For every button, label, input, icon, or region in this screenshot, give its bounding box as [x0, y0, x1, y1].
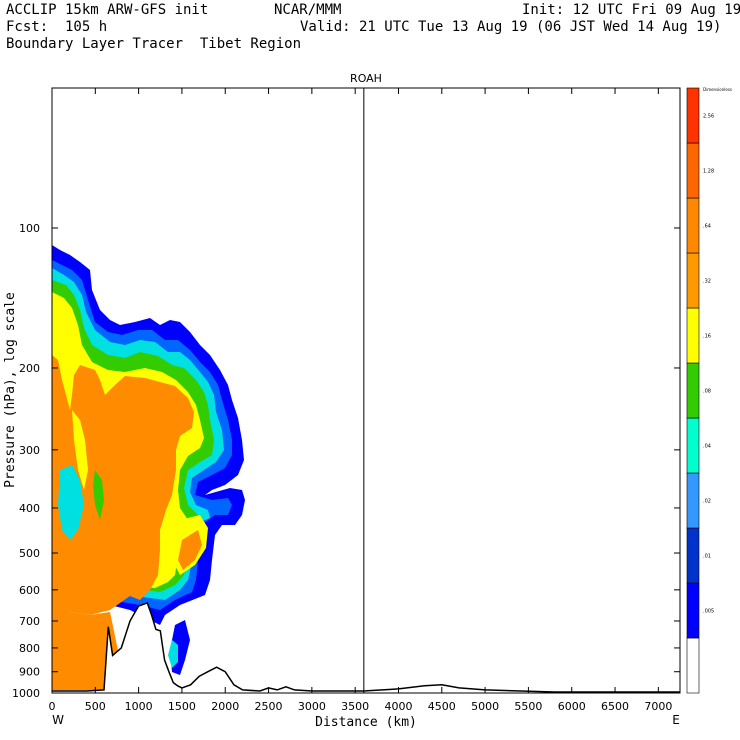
- y-axis-label: Pressure (hPa), log scale: [3, 292, 18, 488]
- y-tick-label: 900: [19, 666, 40, 679]
- x-tick-label: 4500: [428, 700, 456, 713]
- organization-label: NCAR/MMM: [274, 2, 342, 18]
- model-title: ACCLIP 15km ARW-GFS init: [6, 2, 209, 18]
- colorbar-swatch: [686, 252, 700, 309]
- valid-time: Valid: 21 UTC Tue 13 Aug 19 (06 JST Wed …: [300, 19, 722, 35]
- y-tick-label: 500: [19, 547, 40, 560]
- colorbar-swatch: [686, 527, 700, 584]
- colorbar-swatch: [686, 307, 700, 364]
- x-tick-label: 5000: [471, 700, 499, 713]
- tracer-core-orange-right: [178, 530, 202, 570]
- tracer-core-green-left: [93, 470, 104, 520]
- x-axis-east-label: E: [672, 713, 680, 727]
- colorbar-swatch: [686, 142, 700, 199]
- colorbar-level-label: .16: [703, 334, 711, 340]
- x-tick-label: 1000: [125, 700, 153, 713]
- y-tick-label: 800: [19, 642, 40, 655]
- below-ground-mask: [52, 602, 680, 693]
- colorbar-level-label: .32: [703, 279, 711, 285]
- x-tick-label: 6000: [558, 700, 586, 713]
- x-tick-label: 3000: [298, 700, 326, 713]
- colorbar-swatch: [686, 472, 700, 529]
- colorbar-swatch: [686, 582, 700, 639]
- x-tick-label: 500: [85, 700, 106, 713]
- colorbar-title: Dimensionless: [703, 87, 732, 92]
- x-tick-label: 2500: [255, 700, 283, 713]
- x-tick-label: 6500: [601, 700, 629, 713]
- init-time: Init: 12 UTC Fri 09 Aug 19: [522, 2, 740, 18]
- y-tick-label: 200: [19, 362, 40, 375]
- colorbar-swatch: [686, 637, 700, 694]
- colorbar: .005 .01 .02 .04 .08 .16 .32 .64 1.28 2.56: [686, 87, 714, 694]
- tracer-core-cyan-lower: [168, 640, 178, 668]
- plot-frame: [51, 87, 681, 694]
- colorbar-level-label: .02: [703, 499, 711, 505]
- y-tick-label: 400: [19, 502, 40, 515]
- x-tick-label: 4000: [384, 700, 412, 713]
- colorbar-swatch: [686, 197, 700, 254]
- tracer-region-orange: [52, 355, 194, 615]
- colorbar-swatch: [686, 362, 700, 419]
- tracer-core-yellow-left: [72, 410, 88, 490]
- y-tick-label: 1000: [12, 687, 40, 700]
- colorbar-level-label: .64: [703, 224, 711, 230]
- y-tick-label: 600: [19, 584, 40, 597]
- tracer-core-cyan-left: [58, 465, 84, 540]
- x-axis-label: Distance (km): [315, 715, 417, 730]
- x-axis-west-label: W: [52, 713, 64, 727]
- colorbar-level-label: .01: [703, 554, 711, 560]
- colorbar-level-label: .005: [703, 609, 714, 615]
- x-tick-label: 1500: [168, 700, 196, 713]
- colorbar-swatch: [686, 87, 700, 144]
- product-name: Boundary Layer Tracer Tibet Region: [6, 36, 302, 52]
- y-tick-label: 300: [19, 444, 40, 457]
- colorbar-level-label: .08: [703, 389, 711, 395]
- x-tick-label: 2000: [211, 700, 239, 713]
- colorbar-swatch: [686, 417, 700, 474]
- colorbar-level-label: 2.56: [703, 114, 714, 120]
- x-tick-label: 5500: [514, 700, 542, 713]
- chart-title: ROAH: [350, 72, 382, 85]
- x-tick-label: 0: [49, 700, 56, 713]
- y-tick-label: 100: [19, 222, 40, 235]
- colorbar-level-label: .04: [703, 444, 711, 450]
- x-axis-ticks: 0 500 1000 1500 2000 2500 3000 3500 4000 4500 5000…: [49, 88, 672, 713]
- colorbar-level-label: 1.28: [703, 169, 714, 175]
- y-tick-label: 700: [19, 615, 40, 628]
- x-tick-label: 3500: [341, 700, 369, 713]
- terrain-surface-line: [52, 601, 680, 693]
- x-tick-label: 7000: [644, 700, 672, 713]
- tracer-fill-layer: [52, 245, 680, 693]
- forecast-hour: Fcst: 105 h: [6, 19, 108, 35]
- y-axis-ticks: 100 200 300 400 500 600 700 800 900 1000: [12, 222, 680, 700]
